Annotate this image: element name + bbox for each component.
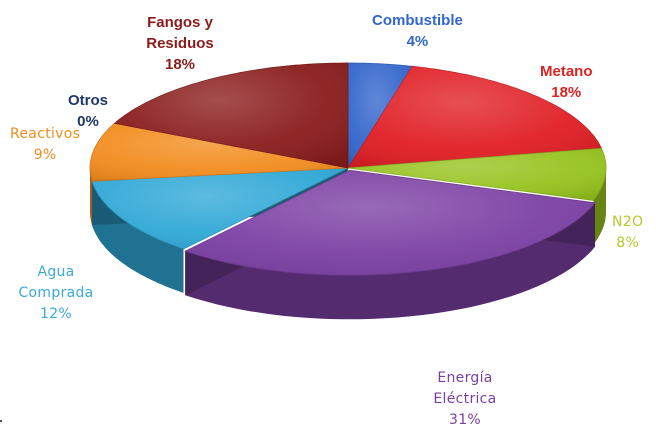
label-energia-electrica-name: Energía Eléctrica xyxy=(433,370,497,407)
label-reactivos-value: 9% xyxy=(33,147,57,163)
slice-gloss-3 xyxy=(185,170,595,276)
label-metano-value: 18% xyxy=(551,84,582,101)
label-fangos-residuos-name: Fangos y Residuos xyxy=(146,14,214,52)
label-fangos-residuos-value: 18% xyxy=(164,56,196,73)
label-n2o-name: N2O xyxy=(612,214,644,230)
label-combustible: Combustible 4% xyxy=(372,10,463,52)
slice-gloss-4 xyxy=(92,168,348,249)
slice-side-5 xyxy=(90,168,92,226)
slice-side-4 xyxy=(92,181,184,293)
label-otros-name: Otros xyxy=(68,92,109,109)
label-n2o: N2O 8% xyxy=(612,212,643,254)
label-otros-value: 0% xyxy=(77,113,99,130)
slice-gloss-5 xyxy=(90,123,348,182)
slice-side-3 xyxy=(185,202,595,320)
label-metano: Metano 18% xyxy=(540,61,593,103)
slice-gloss-7 xyxy=(114,63,348,168)
label-combustible-value: 4% xyxy=(406,33,429,50)
label-combustible-name: Combustible xyxy=(372,12,463,29)
slice-side-2 xyxy=(593,168,606,245)
slice-gloss-2 xyxy=(348,148,606,201)
label-metano-name: Metano xyxy=(540,63,593,80)
slice-gloss-1 xyxy=(348,66,602,168)
label-reactivos: Reactivos 9% xyxy=(10,124,80,166)
label-reactivos-name: Reactivos xyxy=(10,126,81,142)
label-energia-electrica: Energía Eléctrica 31% xyxy=(420,368,510,431)
label-agua-comprada-value: 12% xyxy=(39,306,73,322)
label-fangos-residuos: Fangos y Residuos 18% xyxy=(136,12,224,75)
slice-gloss-0 xyxy=(348,63,413,168)
label-energia-electrica-value: 31% xyxy=(448,412,482,428)
label-otros: Otros 0% xyxy=(68,90,108,132)
label-agua-comprada: Agua Comprada 12% xyxy=(10,262,102,325)
label-agua-comprada-name: Agua Comprada xyxy=(18,264,94,301)
stray-dot xyxy=(0,420,2,422)
label-n2o-value: 8% xyxy=(616,235,640,251)
